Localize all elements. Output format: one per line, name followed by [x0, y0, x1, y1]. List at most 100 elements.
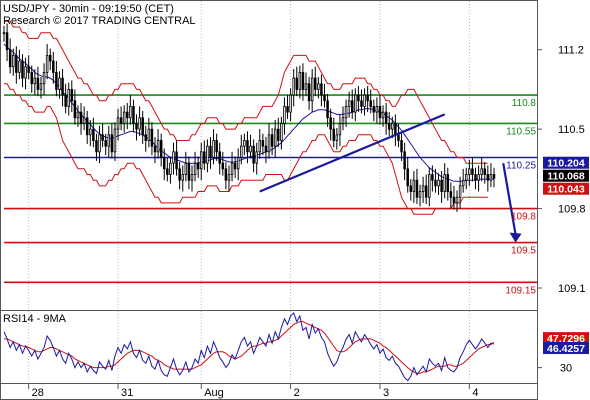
price-tick-label: 109.1	[558, 283, 586, 295]
candle-body	[452, 196, 456, 204]
candle-body	[141, 117, 144, 136]
candle-body	[116, 117, 120, 130]
candle-body	[307, 83, 311, 102]
trendline	[259, 113, 446, 193]
candle-body	[298, 72, 302, 90]
candle-body	[329, 117, 332, 130]
price-tick-label: 109.8	[558, 204, 586, 216]
candle-body	[163, 157, 166, 170]
level-label-pivot: 110.25	[506, 161, 536, 172]
candle-body	[267, 134, 271, 153]
candle-body	[261, 140, 265, 147]
candle-body	[209, 145, 212, 158]
candle-body	[243, 140, 246, 147]
time-tick-label: 3	[383, 387, 389, 399]
candle-body	[332, 128, 335, 141]
candle-body	[218, 151, 221, 164]
candle-body	[227, 174, 231, 181]
candle-body	[150, 128, 154, 147]
candle-body	[212, 140, 215, 158]
copyright-text: Research © 2017 TRADING CENTRAL	[3, 15, 196, 27]
candle-body	[446, 174, 450, 192]
candle-body	[138, 117, 141, 130]
candle-body	[292, 77, 295, 96]
rsi-line	[3, 312, 495, 382]
candle-body	[428, 174, 431, 198]
rsi-tag-bg-signal	[543, 332, 589, 345]
candle-body	[458, 185, 462, 198]
candle-body	[477, 174, 480, 181]
candle-body	[338, 123, 342, 136]
chart-title: USD/JPY - 30min - 09:19:50 (CET)	[3, 3, 174, 15]
price-tag-label-pivot: 110.204	[547, 158, 585, 170]
bollinger-upper-line	[4, 20, 488, 164]
candle-body	[486, 174, 490, 181]
candle-body	[246, 140, 249, 153]
candle-body	[283, 106, 286, 124]
candle-body	[258, 140, 262, 153]
candle-body	[104, 140, 107, 147]
level-label-support: 109.15	[505, 285, 536, 296]
level-label-resistance: 110.8	[512, 98, 537, 109]
candle-body	[172, 151, 175, 164]
candle-body	[42, 72, 46, 85]
price-axis: 109.1 109.8 110.5 111.2 110.204110.068110.0…	[537, 45, 589, 295]
candle-body	[492, 174, 496, 179]
price-tag-bg-support	[543, 182, 589, 195]
candle-body	[434, 179, 437, 187]
candle-body	[156, 140, 160, 153]
candle-body	[449, 191, 453, 198]
candle-body	[166, 168, 169, 175]
price-axis-ticks: 109.1 109.8 110.5 111.2	[537, 45, 586, 295]
candle-body	[471, 168, 474, 175]
candle-body	[252, 145, 255, 164]
candle-body	[2, 32, 6, 35]
candle-body	[101, 134, 104, 141]
candle-body	[394, 123, 397, 136]
candle-body	[264, 145, 268, 153]
candle-body	[144, 134, 148, 141]
candle-body	[320, 83, 323, 96]
rsi-panel-frame	[0, 310, 538, 384]
candle-body	[52, 60, 55, 73]
candle-body	[418, 191, 422, 198]
candle-body	[181, 174, 184, 181]
moving-average	[3, 43, 494, 182]
level-label-resistance: 110.55	[506, 126, 536, 137]
candle-body	[95, 140, 98, 153]
candle-body	[301, 72, 305, 90]
candle-body	[184, 162, 188, 175]
price-tag-bg-price	[543, 169, 589, 182]
candle-body	[314, 77, 317, 90]
candle-body	[58, 77, 61, 90]
candle-body	[30, 72, 33, 85]
candle-body	[240, 145, 243, 158]
rsi-tag-bg-rsi	[543, 342, 589, 355]
candle-body	[169, 162, 172, 175]
time-tick-label: 28	[32, 387, 44, 399]
candle-body	[295, 77, 299, 90]
time-axis-frame	[0, 383, 538, 400]
candle-body	[474, 174, 477, 181]
candle-body	[79, 111, 83, 124]
candle-body	[175, 151, 178, 170]
candle-body	[230, 162, 234, 175]
candle-body	[403, 151, 406, 170]
price-tick-label: 111.2	[558, 45, 584, 57]
candle-body	[372, 106, 376, 113]
candle-body	[415, 179, 419, 198]
candle-body	[11, 54, 15, 68]
candle-body	[397, 134, 400, 141]
candle-body	[273, 128, 277, 147]
candle-body	[187, 162, 191, 181]
candle-body	[132, 106, 135, 124]
candle-body	[92, 128, 95, 141]
price-grid	[28, 1, 470, 310]
price-panel: 110.8 110.55 110.25 109.8 109.5 109.15 USD/JP…	[0, 0, 538, 311]
bollinger-lower-line	[4, 83, 488, 215]
candle-body	[39, 83, 43, 90]
candle-body	[129, 106, 132, 119]
candle-body	[33, 77, 37, 85]
time-tick-label: 4	[472, 387, 478, 399]
